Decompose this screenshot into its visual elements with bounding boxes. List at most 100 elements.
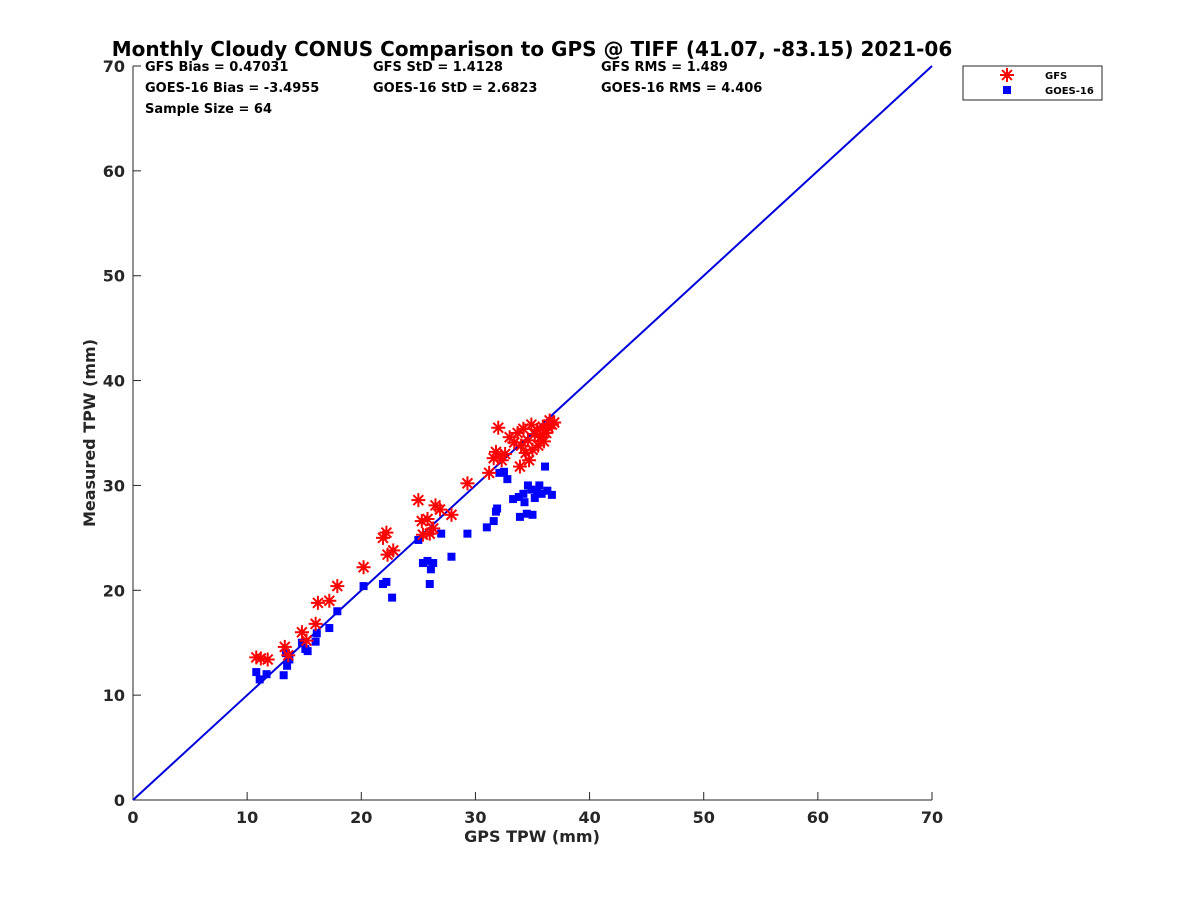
gfs-bias-text: GFS Bias = 0.47031 [145,60,288,75]
goes16-point [482,523,491,532]
goes16-point [325,624,334,633]
gfs-point [536,434,551,449]
gfs-point [420,511,435,526]
gfs-point [299,633,314,648]
x-tick-label: 70 [921,808,943,827]
gfs-point [498,446,513,461]
x-axis-label: GPS TPW (mm) [464,827,600,846]
x-tick-label: 40 [578,808,600,827]
x-tick-label: 20 [350,808,372,827]
goes16-point [359,582,368,591]
goes16-point [522,509,531,518]
stats-annotations: GFS Bias = 0.47031 GFS StD = 1.4128 GFS … [145,60,762,117]
gfs-point [426,521,441,536]
y-tick-label: 30 [103,476,125,495]
goes16-point [333,607,342,616]
chart-title: Monthly Cloudy CONUS Comparison to GPS @… [112,37,953,61]
goes16-point [425,579,434,588]
goes16-point [493,504,502,513]
gfs-point [460,476,475,491]
goes16-point [547,490,556,499]
gfs-point [482,465,497,480]
gfs-point [488,444,503,459]
gfs-point [491,420,506,435]
y-tick-label: 20 [103,581,125,600]
goes16-point [262,670,271,679]
goes16-point [279,671,288,680]
legend-box [962,65,1103,101]
goes16-point [285,655,294,664]
gfs-std-text: GFS StD = 1.4128 [373,60,503,75]
gfs-point [281,648,296,663]
x-tick-label: 50 [693,808,715,827]
y-tick-label: 70 [103,57,125,76]
x-tick-label: 30 [464,808,486,827]
goes16-point [252,668,261,677]
goes16-point [426,565,435,574]
legend-label-gfs: GFS [1045,71,1067,82]
goes-rms-text: GOES-16 RMS = 4.406 [601,81,762,96]
gfs-point [356,560,371,575]
goes16-point [533,487,542,496]
gfs-point [411,493,426,508]
x-tick-label: 0 [127,808,138,827]
axis-ticks: 0 10 20 30 40 50 60 70 0 10 20 30 40 50 60 70 [103,57,943,827]
goes16-point [499,467,508,476]
y-tick-label: 60 [103,162,125,181]
legend: GFS GOES-16 [962,65,1103,101]
goes16-point [437,529,446,538]
gfs-rms-text: GFS RMS = 1.489 [601,60,728,75]
goes16-point [535,481,544,490]
goes16-point [312,629,321,638]
goes16-point [495,468,504,477]
gfs-point [386,543,401,558]
goes16-point [423,556,432,565]
legend-asterisk-icon [1000,68,1014,82]
goes16-point [541,462,550,471]
goes16-point [503,475,512,484]
goes16-point [527,485,536,494]
gfs-point [512,459,527,474]
goes16-point [515,512,524,521]
gfs-point [444,507,459,522]
gfs-point [330,579,345,594]
goes16-point [429,559,438,568]
gfs-point [308,616,323,631]
goes16-point [388,593,397,602]
goes16-point [297,638,306,647]
goes16-point [283,661,292,670]
gfs-point [433,502,448,517]
gfs-point [294,625,309,640]
legend-marker-goes16 [1003,86,1011,94]
y-tick-label: 40 [103,372,125,391]
gfs-point [310,595,325,610]
goes16-point [514,492,523,501]
y-tick-label: 0 [114,791,125,810]
goes16-point [520,498,529,507]
goes-bias-text: GOES-16 Bias = -3.4955 [145,81,319,96]
goes16-point [523,481,532,490]
gfs-point [514,438,529,453]
legend-label-goes16: GOES-16 [1045,86,1094,97]
goes16-point [303,647,312,656]
y-axis-label: Measured TPW (mm) [80,339,99,527]
goes16-point [537,489,546,498]
goes16-point [543,486,552,495]
goes16-point [255,675,264,684]
x-tick-label: 60 [807,808,829,827]
goes16-point [530,494,539,503]
goes16-point [509,495,518,504]
goes16-point [528,510,537,519]
goes-std-text: GOES-16 StD = 2.6823 [373,81,537,96]
goes16-point [519,489,528,498]
gfs-point [547,415,562,430]
legend-marker-gfs [1000,68,1014,82]
sample-size-text: Sample Size = 64 [145,102,272,117]
goes16-point [382,577,391,586]
y-tick-label: 10 [103,686,125,705]
x-tick-label: 10 [236,808,258,827]
goes16-point [311,637,320,646]
goes16-point [418,559,427,568]
